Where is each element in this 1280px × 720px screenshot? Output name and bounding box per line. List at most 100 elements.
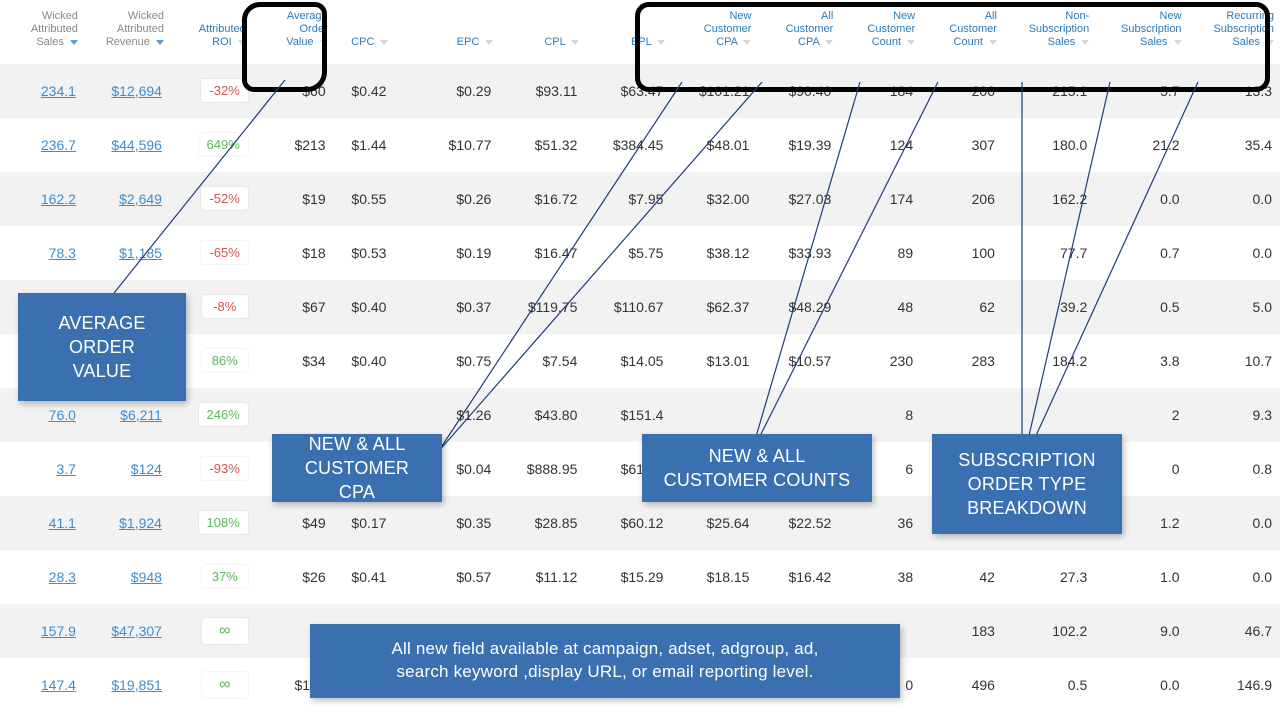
cell-nonsub: 162.2 bbox=[1003, 172, 1095, 226]
table-row: 162.2$2,649-52%$19$0.55$0.26$16.72$7.95$… bbox=[0, 172, 1280, 226]
cell-newsub: 1.0 bbox=[1095, 550, 1187, 604]
cell-sales[interactable]: 162.2 bbox=[0, 172, 84, 226]
cell-epl: $63.47 bbox=[585, 64, 671, 118]
cell-cpc: $0.40 bbox=[334, 280, 395, 334]
cell-revenue[interactable]: $2,649 bbox=[84, 172, 170, 226]
col-header[interactable]: WickedAttributedSales bbox=[0, 0, 84, 64]
cell-recsub: 0.0 bbox=[1188, 496, 1280, 550]
cell-cpc: $0.41 bbox=[334, 550, 395, 604]
cell-acpa: $22.52 bbox=[757, 496, 839, 550]
cell-recsub: 0.0 bbox=[1188, 172, 1280, 226]
sort-icon bbox=[657, 40, 665, 45]
cell-aov: $19 bbox=[252, 172, 334, 226]
sort-icon bbox=[238, 40, 246, 45]
col-header[interactable]: RecurringSubscriptionSales bbox=[1188, 0, 1280, 64]
cell-aov: $213 bbox=[252, 118, 334, 172]
col-header[interactable]: AverageOrderValue bbox=[252, 0, 334, 64]
cell-ncpa: $25.64 bbox=[671, 496, 757, 550]
col-header[interactable]: Non-SubscriptionSales bbox=[1003, 0, 1095, 64]
cell-acpa: $16.42 bbox=[757, 550, 839, 604]
cell-cpl: $51.32 bbox=[499, 118, 585, 172]
sort-icon bbox=[743, 40, 751, 45]
cell-recsub: 10.7 bbox=[1188, 334, 1280, 388]
cell-newsub: 0.7 bbox=[1095, 226, 1187, 280]
cell-recsub: 0.0 bbox=[1188, 550, 1280, 604]
table-row: -8%$67$0.40$0.37$119.75$110.67$62.37$48.… bbox=[0, 280, 1280, 334]
cell-epl: $5.75 bbox=[585, 226, 671, 280]
table-row: 78.3$1,185-65%$18$0.53$0.19$16.47$5.75$3… bbox=[0, 226, 1280, 280]
cell-epc: $0.29 bbox=[394, 64, 499, 118]
cell-cpl: $16.47 bbox=[499, 226, 585, 280]
cell-sales[interactable]: 3.7 bbox=[0, 442, 84, 496]
cell-nonsub: 0.5 bbox=[1003, 658, 1095, 712]
cell-recsub: 146.9 bbox=[1188, 658, 1280, 712]
col-header[interactable]: AllCustomerCPA bbox=[757, 0, 839, 64]
cell-cpc: $0.55 bbox=[334, 172, 395, 226]
col-header[interactable]: CPC bbox=[334, 0, 395, 64]
cell-epl: $384.45 bbox=[585, 118, 671, 172]
cell-revenue[interactable]: $12,694 bbox=[84, 64, 170, 118]
cell-ncount: 38 bbox=[839, 550, 921, 604]
cell-acpa: $19.39 bbox=[757, 118, 839, 172]
cell-revenue[interactable]: $948 bbox=[84, 550, 170, 604]
sort-icon bbox=[485, 40, 493, 45]
cell-cpc: $1.44 bbox=[334, 118, 395, 172]
cell-sales[interactable]: 28.3 bbox=[0, 550, 84, 604]
cell-epl: $60.12 bbox=[585, 496, 671, 550]
cell-recsub: 9.3 bbox=[1188, 388, 1280, 442]
cell-roi: -32% bbox=[170, 64, 252, 118]
cell-roi: ∞ bbox=[170, 658, 252, 712]
cell-revenue[interactable]: $1,185 bbox=[84, 226, 170, 280]
sort-icon bbox=[1174, 40, 1182, 45]
cell-ncpa: $48.01 bbox=[671, 118, 757, 172]
cell-revenue[interactable]: $124 bbox=[84, 442, 170, 496]
cell-cpl: $16.72 bbox=[499, 172, 585, 226]
cell-revenue[interactable]: $1,924 bbox=[84, 496, 170, 550]
cell-revenue[interactable]: $47,307 bbox=[84, 604, 170, 658]
cell-sales[interactable]: 147.4 bbox=[0, 658, 84, 712]
cell-cpl: $888.95 bbox=[499, 442, 585, 496]
cell-ncpa: $18.15 bbox=[671, 550, 757, 604]
cell-recsub: 0.8 bbox=[1188, 442, 1280, 496]
cell-acpa: $33.93 bbox=[757, 226, 839, 280]
cell-acount: 283 bbox=[921, 334, 1003, 388]
col-header[interactable]: EPC bbox=[394, 0, 499, 64]
cell-ncpa: $101.21 bbox=[671, 64, 757, 118]
cell-sales[interactable]: 236.7 bbox=[0, 118, 84, 172]
cell-recsub: 0.0 bbox=[1188, 226, 1280, 280]
cell-acount: 206 bbox=[921, 172, 1003, 226]
cell-acpa: $10.57 bbox=[757, 334, 839, 388]
col-header[interactable]: EPL bbox=[585, 0, 671, 64]
col-header[interactable]: WickedAttributedRevenue bbox=[84, 0, 170, 64]
cell-roi: 37% bbox=[170, 550, 252, 604]
col-header[interactable]: NewSubscriptionSales bbox=[1095, 0, 1187, 64]
col-header[interactable]: AttributedROI bbox=[170, 0, 252, 64]
cell-acount: 183 bbox=[921, 604, 1003, 658]
table-header-row: WickedAttributedSales WickedAttributedRe… bbox=[0, 0, 1280, 64]
cell-ncpa: $13.01 bbox=[671, 334, 757, 388]
callout-counts: NEW & ALLCUSTOMER COUNTS bbox=[642, 434, 872, 502]
cell-ncount: 174 bbox=[839, 172, 921, 226]
cell-sales[interactable]: 78.3 bbox=[0, 226, 84, 280]
col-header[interactable]: AllCustomerCount bbox=[921, 0, 1003, 64]
cell-revenue[interactable]: $44,596 bbox=[84, 118, 170, 172]
cell-roi: -65% bbox=[170, 226, 252, 280]
cell-cpl: $11.12 bbox=[499, 550, 585, 604]
cell-roi: 649% bbox=[170, 118, 252, 172]
cell-acount: 100 bbox=[921, 226, 1003, 280]
sort-icon bbox=[989, 40, 997, 45]
cell-sales[interactable]: 234.1 bbox=[0, 64, 84, 118]
cell-acount: 42 bbox=[921, 550, 1003, 604]
sort-icon bbox=[907, 40, 915, 45]
cell-aov: $26 bbox=[252, 550, 334, 604]
callout-cpa: NEW & ALLCUSTOMER CPA bbox=[272, 434, 442, 502]
cell-sales[interactable]: 157.9 bbox=[0, 604, 84, 658]
cell-nonsub: 180.0 bbox=[1003, 118, 1095, 172]
col-header[interactable]: CPL bbox=[499, 0, 585, 64]
cell-sales[interactable]: 41.1 bbox=[0, 496, 84, 550]
cell-revenue[interactable]: $19,851 bbox=[84, 658, 170, 712]
cell-ncount: 89 bbox=[839, 226, 921, 280]
table-row: 236.7$44,596649%$213$1.44$10.77$51.32$38… bbox=[0, 118, 1280, 172]
col-header[interactable]: NewCustomerCount bbox=[839, 0, 921, 64]
col-header[interactable]: NewCustomerCPA bbox=[671, 0, 757, 64]
